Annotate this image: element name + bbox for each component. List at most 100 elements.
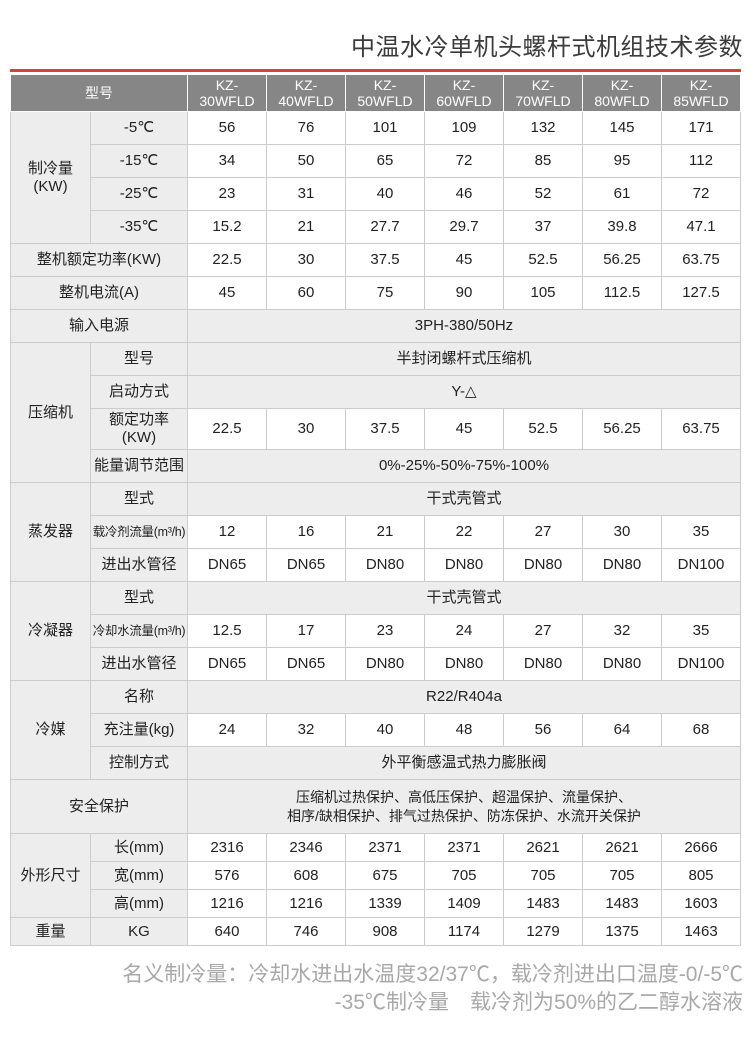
value-cell: 23 <box>187 177 267 211</box>
model-header-cell: KZ-30WFLD <box>187 74 267 112</box>
accent-divider <box>10 69 741 72</box>
value-cell: 1483 <box>582 889 662 918</box>
value-cell: 56 <box>503 713 583 747</box>
row-label-cell: 载冷剂流量(m³/h) <box>90 515 188 549</box>
value-cell: 30 <box>266 243 346 277</box>
value-cell: 30 <box>266 408 346 450</box>
value-cell: 1603 <box>661 889 741 918</box>
value-cell: 60 <box>266 276 346 310</box>
value-cell: 40 <box>345 713 425 747</box>
table-row: -25℃ 23 31 40 46 52 61 72 <box>11 177 741 211</box>
value-cell: 2621 <box>503 833 583 862</box>
value-cell: 32 <box>266 713 346 747</box>
value-cell: 22.5 <box>187 243 267 277</box>
table-row: 额定功率(KW) 22.5 30 37.5 45 52.5 56.25 63.75 <box>11 408 741 450</box>
value-cell: 22 <box>424 515 504 549</box>
value-cell: 1483 <box>503 889 583 918</box>
value-cell: 30 <box>582 515 662 549</box>
value-cell: 52.5 <box>503 408 583 450</box>
value-cell: 12.5 <box>187 614 267 648</box>
value-cell: 31 <box>266 177 346 211</box>
row-label-cell: 型式 <box>90 581 188 615</box>
value-cell: 705 <box>503 861 583 890</box>
table-row: 蒸发器 型式 干式壳管式 <box>10 482 741 582</box>
table-row: 控制方式 外平衡感温式热力膨胀阀 <box>11 746 741 780</box>
table-row: 高(mm) 1216 1216 1339 1409 1483 1483 1603 <box>11 889 741 918</box>
value-cell: 112 <box>661 144 741 178</box>
value-cell: 68 <box>661 713 741 747</box>
value-cell: 90 <box>424 276 504 310</box>
row-label-cell: 进出水管径 <box>90 548 188 582</box>
value-cell: 35 <box>661 515 741 549</box>
value-cell: 2621 <box>582 833 662 862</box>
value-cell: 65 <box>345 144 425 178</box>
value-cell: 37 <box>503 210 583 244</box>
value-cell: 1409 <box>424 889 504 918</box>
spec-sheet: 中温水冷单机头螺杆式机组技术参数 型号 KZ-30WFLD KZ-40WFLD KZ… <box>0 27 751 1062</box>
row-label-cell: 进出水管径 <box>90 647 188 681</box>
value-cell: 171 <box>661 111 741 145</box>
row-label-cell: -15℃ <box>90 144 188 178</box>
value-cell: 608 <box>266 861 346 890</box>
value-cell: 145 <box>582 111 662 145</box>
value-cell: 16 <box>266 515 346 549</box>
span-value-cell: Y-△ <box>187 375 741 409</box>
row-label-cell: 冷却水流量(m³/h) <box>90 614 188 648</box>
value-cell: DN80 <box>345 647 425 681</box>
value-cell: 61 <box>582 177 662 211</box>
value-cell: 132 <box>503 111 583 145</box>
value-cell: 21 <box>266 210 346 244</box>
table-row: 压缩机 型号 半封闭螺杆式压缩机 <box>10 342 741 483</box>
value-cell: 27 <box>503 515 583 549</box>
value-cell: 805 <box>661 861 741 890</box>
model-header-cell: KZ-40WFLD <box>266 74 346 112</box>
value-cell: DN80 <box>503 647 583 681</box>
value-cell: DN80 <box>582 548 662 582</box>
table-row: 进出水管径 DN65 DN65 DN80 DN80 DN80 DN80 DN100 <box>11 548 741 582</box>
table-row: 进出水管径 DN65 DN65 DN80 DN80 DN80 DN80 DN100 <box>11 647 741 681</box>
span-value-cell: 半封闭螺杆式压缩机 <box>187 342 741 376</box>
row-label-cell: KG <box>90 917 188 946</box>
value-cell: 17 <box>266 614 346 648</box>
value-cell: 27.7 <box>345 210 425 244</box>
row-label-cell: 型号 <box>90 342 188 376</box>
table-row: 安全保护 压缩机过热保护、高低压保护、超温保护、流量保护、 相序/缺相保护、排气过热… <box>10 779 741 834</box>
value-cell: 64 <box>582 713 662 747</box>
model-header-cell: KZ-80WFLD <box>582 74 662 112</box>
row-label-cell: 控制方式 <box>90 746 188 780</box>
value-cell: 45 <box>424 243 504 277</box>
value-cell: DN100 <box>661 548 741 582</box>
table-row: 载冷剂流量(m³/h) 12 16 21 22 27 30 35 <box>11 515 741 549</box>
row-label-cell: 整机额定功率(KW) <box>10 243 188 277</box>
model-header-cell: KZ-60WFLD <box>424 74 504 112</box>
protection-line: 压缩机过热保护、高低压保护、超温保护、流量保护、 <box>296 788 632 805</box>
page-title: 中温水冷单机头螺杆式机组技术参数 <box>351 34 743 61</box>
value-cell: 15.2 <box>187 210 267 244</box>
row-label-cell: 型式 <box>90 482 188 516</box>
model-header-cell: KZ-70WFLD <box>503 74 583 112</box>
value-cell: 1174 <box>424 917 504 946</box>
spec-table: 型号 KZ-30WFLD KZ-40WFLD KZ-50WFLD KZ-60WFLD K… <box>10 74 741 946</box>
span-value-cell: 干式壳管式 <box>187 482 741 516</box>
value-cell: 576 <box>187 861 267 890</box>
value-cell: 32 <box>582 614 662 648</box>
value-cell: 56 <box>187 111 267 145</box>
value-cell: 1279 <box>503 917 583 946</box>
value-cell: 101 <box>345 111 425 145</box>
table-row: 冷媒 名称 R22/R404a <box>10 680 741 780</box>
table-row: 整机额定功率(KW) 22.5 30 37.5 45 52.5 56.25 63.75 <box>10 243 741 277</box>
footnote: 名义制冷量：冷却水进出水温度32/37℃，载冷剂进出口温度-0/-5℃ -35℃… <box>10 961 743 1016</box>
row-label-cell: 长(mm) <box>90 833 188 862</box>
value-cell: 85 <box>503 144 583 178</box>
value-cell: 63.75 <box>661 408 741 450</box>
value-cell: 1216 <box>266 889 346 918</box>
row-label-cell: -5℃ <box>90 111 188 145</box>
value-cell: 23 <box>345 614 425 648</box>
table-row: 冷却水流量(m³/h) 12.5 17 23 24 27 32 35 <box>11 614 741 648</box>
value-cell: DN65 <box>266 548 346 582</box>
value-cell: 34 <box>187 144 267 178</box>
value-cell: 52 <box>503 177 583 211</box>
models-header-label: 型号 <box>10 74 188 112</box>
value-cell: 1375 <box>582 917 662 946</box>
value-cell: 127.5 <box>661 276 741 310</box>
